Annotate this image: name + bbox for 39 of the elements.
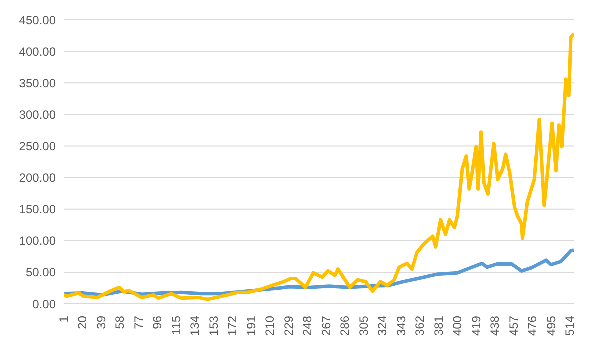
y-tick-label: 150.00 [19, 202, 56, 217]
x-tick-label: 400 [450, 316, 465, 336]
x-tick-label: 96 [150, 316, 165, 330]
x-tick-label: 419 [469, 316, 484, 336]
x-tick-label: 286 [338, 316, 352, 336]
x-tick-label: 324 [376, 316, 390, 336]
y-tick-label: 200.00 [19, 171, 56, 186]
y-tick-label: 100.00 [19, 234, 56, 248]
x-tick-label: 77 [132, 316, 146, 330]
x-tick-label: 172 [226, 316, 240, 336]
y-tick-label: 350.00 [19, 76, 56, 90]
x-tick-label: 20 [76, 316, 90, 330]
y-tick-label: 0.00 [32, 297, 56, 312]
x-tick-label: 210 [263, 316, 278, 336]
x-tick-label: 248 [300, 316, 315, 336]
x-tick-label: 115 [169, 316, 184, 336]
x-tick-label: 58 [113, 316, 128, 330]
x-tick-label: 134 [188, 316, 202, 336]
y-tick-label: 400.00 [19, 44, 56, 59]
x-tick-label: 229 [282, 316, 296, 336]
x-tick-label: 362 [413, 316, 428, 336]
x-tick-label: 476 [526, 316, 540, 336]
x-tick-label: 305 [356, 316, 371, 336]
x-tick-label: 457 [506, 316, 521, 336]
x-tick-label: 39 [94, 316, 108, 330]
x-tick-label: 343 [394, 316, 408, 336]
x-tick-label: 191 [244, 316, 258, 336]
x-tick-label: 1 [57, 316, 71, 323]
x-tick-label: 381 [432, 316, 446, 336]
x-tick-label: 267 [319, 316, 334, 336]
y-tick-label: 50.00 [26, 266, 56, 280]
x-tick-label: 438 [488, 316, 502, 336]
x-tick-label: 514 [563, 316, 578, 336]
y-tick-label: 250.00 [19, 139, 56, 154]
y-tick-label: 450.00 [19, 13, 56, 28]
x-tick-label: 153 [206, 316, 221, 336]
x-tick-label: 495 [544, 316, 558, 336]
y-tick-label: 300.00 [19, 108, 56, 122]
line-series [64, 32, 574, 302]
